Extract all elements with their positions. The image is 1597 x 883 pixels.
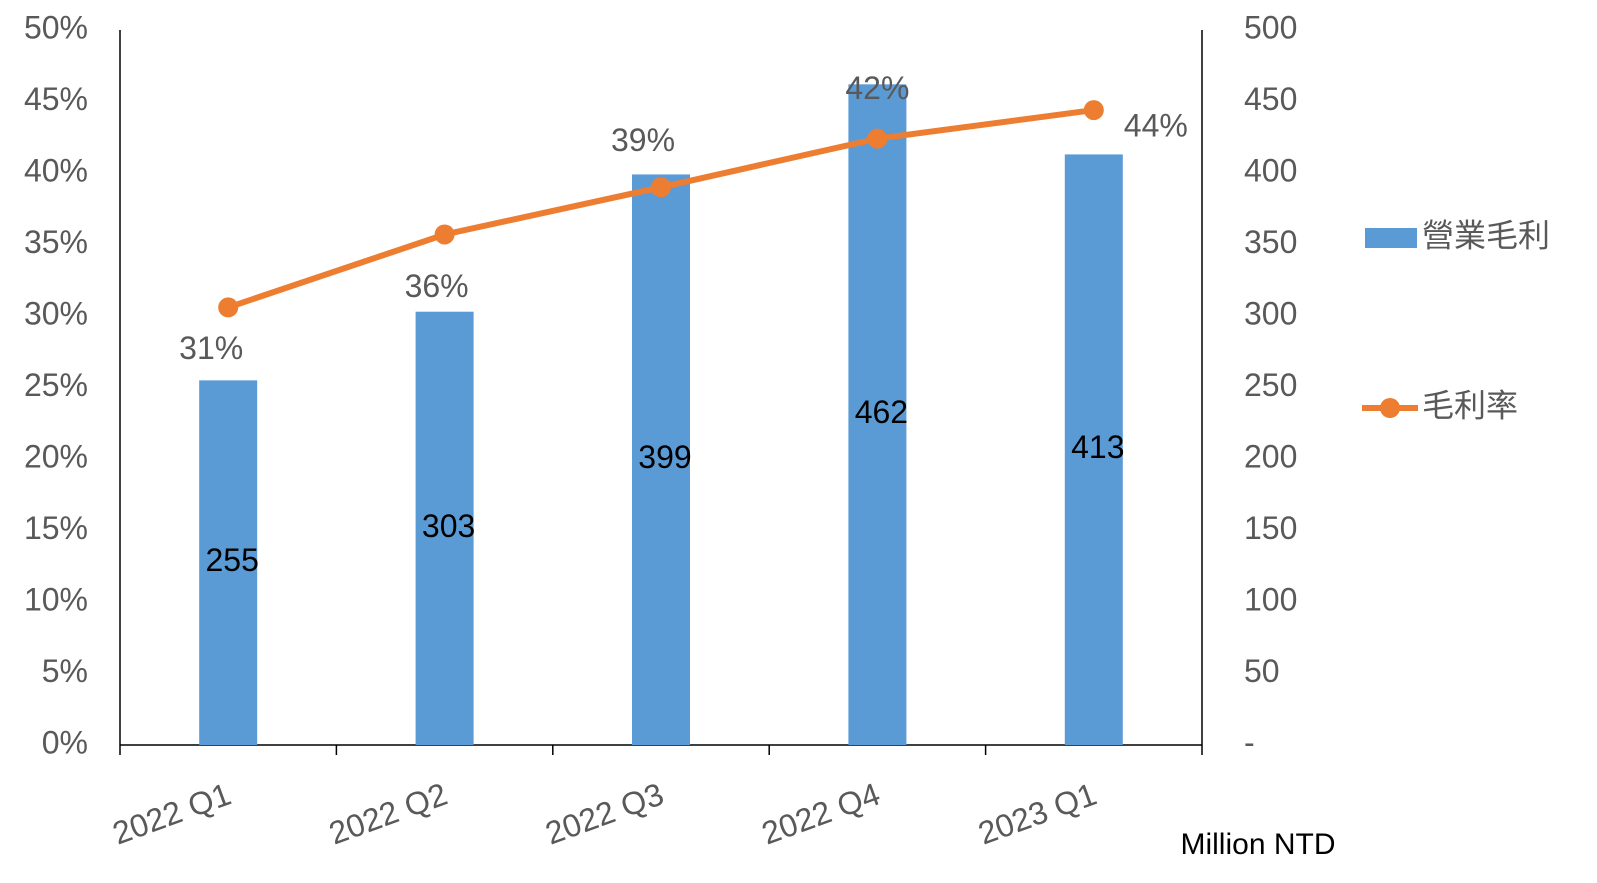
bar <box>199 380 258 745</box>
y-tick-label: 25% <box>24 367 88 403</box>
line-value-label: 42% <box>845 70 909 106</box>
y2-tick-label: 50 <box>1244 653 1280 689</box>
line-marker <box>1083 100 1104 121</box>
y-tick-label: 40% <box>24 152 88 188</box>
line-value-label: 44% <box>1124 108 1188 144</box>
legend-label: 毛利率 <box>1422 387 1518 423</box>
y-tick-label: 10% <box>24 581 88 617</box>
bar-value-label: 462 <box>855 394 908 430</box>
x-tick-label: 2022 Q4 <box>757 776 885 852</box>
x-tick-label: 2022 Q1 <box>108 776 236 852</box>
y2-tick-label: 300 <box>1244 295 1297 331</box>
y2-tick-label: 100 <box>1244 581 1297 617</box>
bar-value-label: 303 <box>422 508 475 544</box>
y-tick-label: 20% <box>24 438 88 474</box>
y2-tick-label: 350 <box>1244 224 1297 260</box>
legend-swatch <box>1380 398 1400 418</box>
bar-value-label: 399 <box>638 439 691 475</box>
bar <box>848 84 907 746</box>
y2-tick-label: - <box>1244 724 1255 760</box>
line-marker <box>651 177 671 198</box>
line-marker <box>867 128 888 149</box>
y2-tick-label: 500 <box>1244 9 1297 45</box>
y-tick-label: 50% <box>24 9 88 45</box>
x-tick-label: 2022 Q2 <box>324 776 452 852</box>
x-tick-label: 2022 Q3 <box>541 776 669 852</box>
line-value-label: 39% <box>611 122 675 158</box>
bar-value-label: 413 <box>1071 429 1124 465</box>
y2-tick-label: 400 <box>1244 152 1297 188</box>
y-tick-label: 35% <box>24 224 88 260</box>
line-marker <box>218 297 239 318</box>
line-marker <box>434 224 455 245</box>
y-tick-label: 0% <box>42 724 88 760</box>
y-tick-label: 15% <box>24 510 88 546</box>
bar-value-label: 255 <box>206 542 259 578</box>
bar <box>1064 154 1123 745</box>
legend-label: 營業毛利 <box>1422 217 1550 253</box>
y-tick-label: 5% <box>42 653 88 689</box>
y2-tick-label: 450 <box>1244 81 1297 117</box>
legend-swatch <box>1365 228 1417 248</box>
y-tick-label: 45% <box>24 81 88 117</box>
x-tick-label: 2023 Q1 <box>973 776 1101 852</box>
y-tick-label: 30% <box>24 295 88 331</box>
y2-tick-label: 150 <box>1244 510 1297 546</box>
bar <box>632 174 690 745</box>
line-value-label: 31% <box>179 330 243 366</box>
y2-tick-label: 250 <box>1244 367 1297 403</box>
y2-tick-label: 200 <box>1244 438 1297 474</box>
line-value-label: 36% <box>405 268 469 304</box>
unit-annotation: Million NTD <box>1180 828 1335 861</box>
bar <box>415 311 474 745</box>
